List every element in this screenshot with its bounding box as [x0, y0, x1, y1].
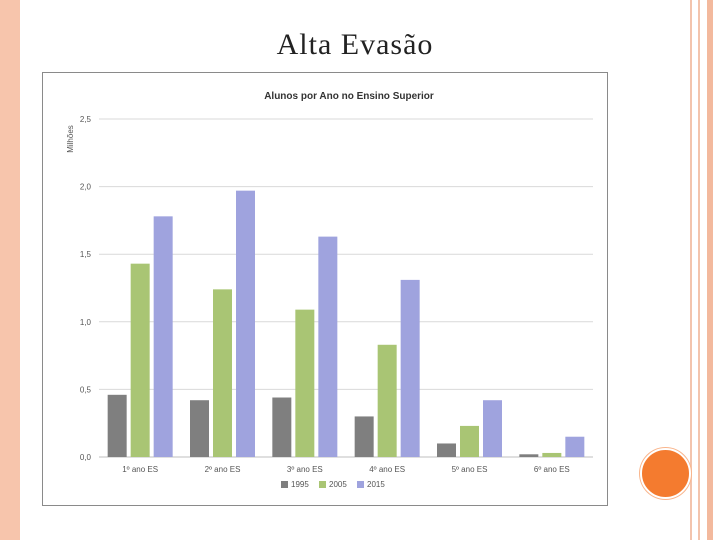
x-tick-label: 2º ano ES: [205, 465, 241, 474]
legend-label: 2005: [329, 480, 347, 489]
bar-2005: [460, 425, 479, 457]
bar-1995: [437, 443, 456, 457]
left-decorative-border: [0, 0, 20, 540]
bar-2015: [153, 216, 173, 457]
bar-2015: [318, 236, 338, 457]
bar-2015: [565, 436, 585, 457]
bar-1995: [272, 397, 292, 457]
x-tick-label: 4º ano ES: [369, 465, 405, 474]
y-tick-label: 1,5: [80, 250, 92, 259]
bar-1995: [190, 400, 209, 457]
gridlines: [99, 118, 593, 458]
x-tick-label: 5º ano ES: [452, 465, 488, 474]
y-axis-ticks: 0,0 0,5 1,0 1,5 2,0 2,5: [80, 115, 92, 462]
legend: 1995 2005 2015: [281, 480, 385, 489]
decorative-orange-circle: [640, 448, 691, 499]
y-tick-label: 2,5: [80, 115, 92, 124]
y-tick-label: 2,0: [80, 183, 92, 192]
bar-2005: [213, 289, 232, 457]
bar-2005: [542, 452, 562, 457]
x-tick-label: 6º ano ES: [534, 465, 570, 474]
right-decorative-line-1: [690, 0, 692, 540]
y-tick-label: 1,0: [80, 318, 92, 327]
bar-chart: Alunos por Ano no Ensino Superior Milhõe…: [66, 91, 593, 489]
y-tick-label: 0,0: [80, 453, 92, 462]
bar-2015: [236, 190, 255, 457]
bar-2005: [377, 344, 397, 457]
bar-1995: [519, 454, 539, 457]
y-tick-label: 0,5: [80, 385, 92, 394]
bars: [107, 190, 585, 457]
chart-frame: Alunos por Ano no Ensino Superior Milhõe…: [42, 72, 608, 506]
x-tick-label: 3º ano ES: [287, 465, 323, 474]
y-axis-title: Milhões: [66, 125, 75, 153]
bar-2005: [130, 263, 150, 457]
legend-swatch: [281, 481, 288, 488]
legend-swatch: [319, 481, 326, 488]
slide-title: Alta Evasão: [276, 28, 434, 61]
right-decorative-line-2: [698, 0, 700, 540]
legend-label: 1995: [291, 480, 309, 489]
bar-2015: [400, 279, 420, 457]
x-axis-ticks: 1º ano ES 2º ano ES 3º ano ES 4º ano ES 5º a…: [122, 465, 570, 474]
right-decorative-border: [707, 0, 713, 540]
bar-1995: [354, 416, 374, 457]
bar-2005: [295, 309, 315, 457]
legend-label: 2015: [367, 480, 385, 489]
bar-1995: [107, 394, 127, 457]
legend-swatch: [357, 481, 364, 488]
bar-2015: [483, 400, 502, 457]
chart-title: Alunos por Ano no Ensino Superior: [264, 91, 434, 102]
x-tick-label: 1º ano ES: [122, 465, 158, 474]
